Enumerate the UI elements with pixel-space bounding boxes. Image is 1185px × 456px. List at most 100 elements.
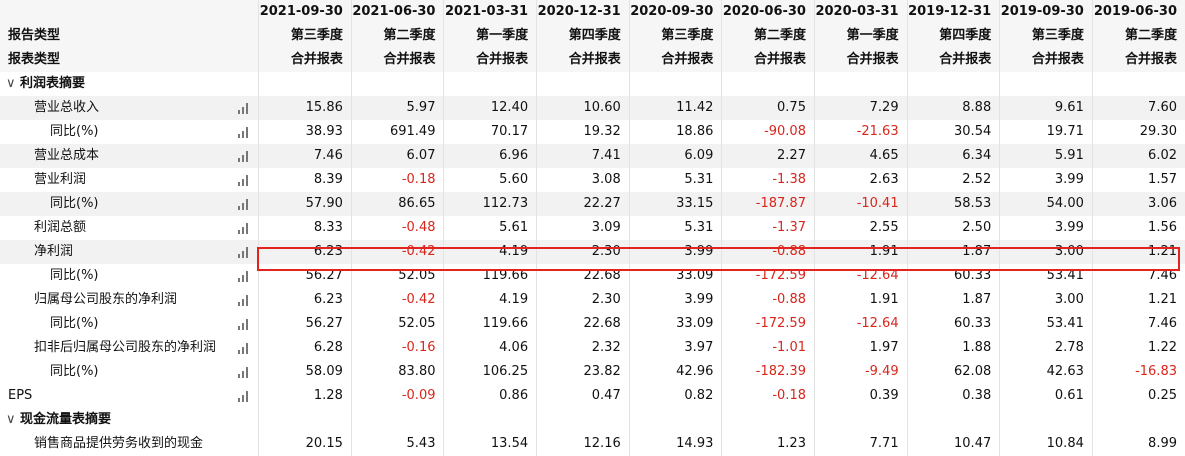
bar-chart-icon-bar: [246, 271, 249, 282]
bar-chart-icon[interactable]: [238, 127, 249, 138]
value-cell: -182.39: [721, 360, 815, 384]
value-cell: 7.46: [258, 144, 352, 168]
date-header[interactable]: 2020-12-31: [536, 0, 630, 24]
value-cell: 6.07: [350, 144, 444, 168]
bar-chart-icon-bar: [242, 395, 245, 402]
bar-chart-icon-bar: [246, 319, 249, 330]
value-cell: 0.75: [721, 96, 815, 120]
value-cell: 3.97: [628, 336, 722, 360]
table-row-partial[interactable]: 销售商品提供劳务收到的现金 20.15 5.43 13.54 12.16 14.93 1.2…: [0, 432, 1185, 456]
report-period-cell: 第一季度: [813, 24, 908, 48]
bar-chart-icon[interactable]: [238, 151, 249, 162]
value-cell: 60.33: [906, 312, 1000, 336]
table-row[interactable]: 净利润 6.23 -0.42 4.19 2.30 3.99 -0.88 1.91 1.87 3.0…: [0, 240, 1185, 264]
bar-chart-icon[interactable]: [238, 271, 249, 282]
value-cell: 7.60: [1091, 96, 1185, 120]
section-header-income[interactable]: ∨ 利润表摘要: [0, 72, 1185, 96]
table-row[interactable]: 同比(%) 56.27 52.05 119.66 22.68 33.09 -172.59 -1…: [0, 264, 1185, 288]
value-cell: 1.88: [906, 336, 1000, 360]
bar-chart-icon-bar: [242, 203, 245, 210]
date-header[interactable]: 2019-09-30: [999, 0, 1093, 24]
table-row[interactable]: 营业总收入 15.86 5.97 12.40 10.60 11.42 0.75 7.29 8.8…: [0, 96, 1185, 120]
bar-chart-icon[interactable]: [238, 247, 249, 258]
value-cell: 691.49: [350, 120, 444, 144]
bar-chart-icon[interactable]: [238, 103, 249, 114]
report-period-label: 报告类型: [0, 24, 259, 48]
value-cell: -12.64: [813, 264, 908, 288]
row-label-cell: 销售商品提供劳务收到的现金: [0, 432, 259, 456]
value-cell: 42.96: [628, 360, 722, 384]
date-header[interactable]: 2020-09-30: [628, 0, 722, 24]
table-row[interactable]: EPS 1.28 -0.09 0.86 0.47 0.82 -0.18 0.39 0.38 0.6…: [0, 384, 1185, 408]
date-header[interactable]: 2020-06-30: [721, 0, 815, 24]
header-corner: [0, 0, 259, 24]
chevron-down-icon[interactable]: ∨: [6, 412, 16, 427]
statement-type-cell: 合并报表: [999, 48, 1093, 72]
bar-chart-icon[interactable]: [238, 343, 249, 354]
value-cell: 19.32: [536, 120, 630, 144]
bar-chart-icon-bar: [238, 230, 241, 234]
value-cell: 1.97: [813, 336, 908, 360]
value-cell: 57.90: [258, 192, 352, 216]
bar-chart-icon[interactable]: [238, 175, 249, 186]
chevron-down-icon[interactable]: ∨: [6, 76, 16, 91]
value-cell: -12.64: [813, 312, 908, 336]
table-row[interactable]: 同比(%) 56.27 52.05 119.66 22.68 33.09 -172.59 -1…: [0, 312, 1185, 336]
bar-chart-icon-bar: [238, 350, 241, 354]
report-period-cell: 第二季度: [350, 24, 444, 48]
row-label-cell: 同比(%): [0, 264, 259, 288]
value-cell: 1.23: [721, 432, 815, 456]
value-cell: 3.06: [1091, 192, 1185, 216]
date-header[interactable]: 2021-09-30: [258, 0, 352, 24]
table-row[interactable]: 利润总额 8.33 -0.48 5.61 3.09 5.31 -1.37 2.55 2.50 3.…: [0, 216, 1185, 240]
bar-chart-icon[interactable]: [238, 199, 249, 210]
section-toggle[interactable]: ∨ 利润表摘要: [0, 72, 259, 96]
table-row[interactable]: 营业利润 8.39 -0.18 5.60 3.08 5.31 -1.38 2.63 2.52 3.…: [0, 168, 1185, 192]
statement-type-cell: 合并报表: [1091, 48, 1185, 72]
row-label-cell: 同比(%): [0, 120, 259, 144]
value-cell: 6.02: [1091, 144, 1185, 168]
value-cell: 10.84: [999, 432, 1093, 456]
table-row[interactable]: 扣非后归属母公司股东的净利润 6.28 -0.16 4.06 2.32 3.97 -1.01…: [0, 336, 1185, 360]
row-label-cell: 营业总收入: [0, 96, 259, 120]
value-cell: -90.08: [721, 120, 815, 144]
value-cell: -0.48: [350, 216, 444, 240]
row-label-cell: 营业利润: [0, 168, 259, 192]
bar-chart-icon-bar: [246, 367, 249, 378]
value-cell: -0.88: [721, 240, 815, 264]
table-row[interactable]: 同比(%) 38.93 691.49 70.17 19.32 18.86 -90.08 -21…: [0, 120, 1185, 144]
value-cell: 3.99: [999, 216, 1093, 240]
table-row[interactable]: 营业总成本 7.46 6.07 6.96 7.41 6.09 2.27 4.65 6.34 5.9…: [0, 144, 1185, 168]
date-header[interactable]: 2019-12-31: [906, 0, 1000, 24]
bar-chart-icon-bar: [238, 278, 241, 282]
header-row-dates: 2021-09-30 2021-06-30 2021-03-31 2020-12…: [0, 0, 1185, 24]
date-header[interactable]: 2021-06-30: [350, 0, 444, 24]
statement-type-cell: 合并报表: [258, 48, 352, 72]
bar-chart-icon[interactable]: [238, 391, 249, 402]
value-cell: 42.63: [999, 360, 1093, 384]
date-header[interactable]: 2021-03-31: [443, 0, 537, 24]
value-cell: 19.71: [999, 120, 1093, 144]
date-header[interactable]: 2019-06-30: [1091, 0, 1185, 24]
value-cell: -1.01: [721, 336, 815, 360]
value-cell: 6.96: [443, 144, 537, 168]
bar-chart-icon[interactable]: [238, 319, 249, 330]
date-header[interactable]: 2020-03-31: [813, 0, 908, 24]
section-header-cashflow[interactable]: ∨ 现金流量表摘要: [0, 408, 1185, 432]
value-cell: 0.82: [628, 384, 722, 408]
table-row[interactable]: 同比(%) 58.09 83.80 106.25 23.82 42.96 -182.39 -9…: [0, 360, 1185, 384]
report-period-cell: 第三季度: [628, 24, 722, 48]
table-row[interactable]: 同比(%) 57.90 86.65 112.73 22.27 33.15 -187.87 -1…: [0, 192, 1185, 216]
section-toggle[interactable]: ∨ 现金流量表摘要: [0, 408, 259, 432]
row-label: 利润总额: [34, 220, 87, 235]
value-cell: 5.43: [350, 432, 444, 456]
value-cell: 0.38: [906, 384, 1000, 408]
bar-chart-icon[interactable]: [238, 367, 249, 378]
bar-chart-icon[interactable]: [238, 223, 249, 234]
row-label: EPS: [8, 388, 33, 403]
bar-chart-icon-bar: [242, 155, 245, 162]
bar-chart-icon[interactable]: [238, 295, 249, 306]
table-row[interactable]: 归属母公司股东的净利润 6.23 -0.42 4.19 2.30 3.99 -0.88 1.9…: [0, 288, 1185, 312]
value-cell: 0.61: [999, 384, 1093, 408]
value-cell: 112.73: [443, 192, 537, 216]
